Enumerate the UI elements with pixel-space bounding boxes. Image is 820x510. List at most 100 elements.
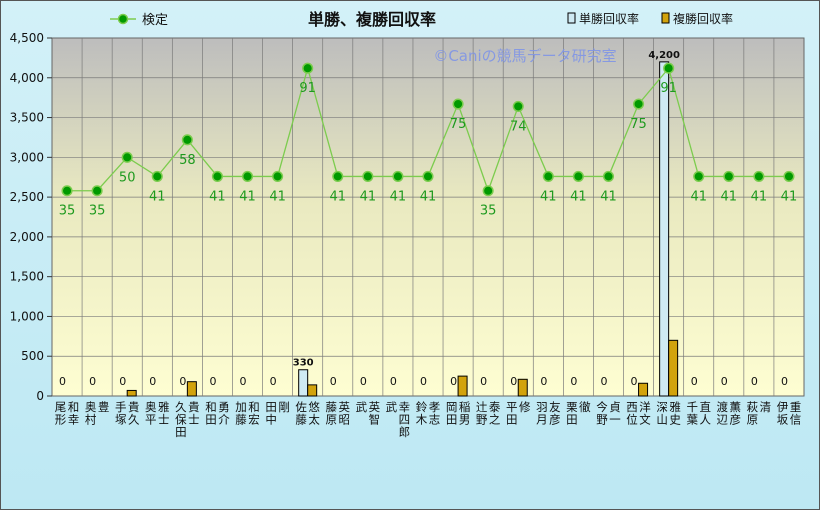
x-tick-char: 加	[235, 400, 247, 414]
test-value-label: 91	[660, 81, 677, 96]
x-tick-char: 介	[218, 413, 230, 427]
x-tick-char: 士	[188, 413, 200, 427]
test-point	[452, 98, 464, 110]
x-tick-char: 宏	[248, 413, 260, 427]
chart-title: 単勝、複勝回収率	[308, 10, 436, 29]
x-tick-char: 彦	[730, 413, 742, 427]
test-point	[753, 170, 765, 182]
x-tick-char: 剛	[278, 400, 290, 414]
place-rate-bar	[457, 375, 468, 397]
test-point	[783, 170, 795, 182]
x-tick-char: 武	[356, 400, 368, 414]
bar-value-label: 0	[89, 375, 96, 388]
line-layer: 35 35 50 41 58 41 41 41 91 41 41 41 41 75 35 74 41 41 41 75…	[59, 62, 797, 219]
x-tick-char: 洋	[639, 400, 651, 414]
x-tick-label: 奥村豊	[85, 400, 110, 427]
x-tick-char: 彦	[549, 413, 561, 427]
x-tick-char: 野	[476, 413, 488, 427]
test-point	[663, 62, 675, 74]
x-tick-label: 田中剛	[265, 400, 290, 427]
x-tick-char: 昭	[339, 413, 351, 427]
bar-value-label: 0	[570, 375, 577, 388]
x-tick-char: 郎	[399, 425, 411, 439]
test-value-label: 41	[570, 189, 587, 204]
test-value-label: 75	[450, 117, 467, 132]
legend-bar2-swatch	[661, 12, 670, 24]
x-tick-char: 手	[115, 400, 127, 414]
plot-area	[51, 37, 805, 397]
bar-value-label: 0	[270, 375, 277, 388]
x-tick-char: 渡	[717, 400, 729, 414]
test-value-label: 35	[89, 204, 106, 219]
x-tick-char: 田	[265, 400, 277, 414]
y-tick-label: 3,500	[10, 111, 44, 125]
test-point	[181, 134, 193, 146]
test-value-label: 74	[510, 119, 527, 134]
bar-value-label: 0	[420, 375, 427, 388]
x-tick-char: 智	[369, 413, 381, 427]
x-tick-char: 月	[536, 413, 548, 427]
x-tick-char: 孝	[429, 400, 441, 414]
x-tick-char: 田	[566, 413, 578, 427]
test-value-label: 41	[690, 189, 707, 204]
x-tick-char: 原	[326, 413, 338, 427]
x-tick-char: 勇	[218, 400, 230, 414]
x-tick-char: 雅	[158, 400, 170, 414]
x-tick-char: 岡	[446, 400, 458, 414]
y-tick-label: 2,000	[10, 230, 44, 244]
x-tick-char: 辻	[476, 400, 488, 414]
win-rate-bar	[659, 61, 670, 397]
x-tick-char: 稲	[459, 400, 471, 414]
bar-value-label: 0	[119, 375, 126, 388]
x-tick-char: 之	[489, 413, 501, 427]
x-tick-char: 英	[369, 400, 381, 414]
x-tick-char: 葉	[686, 413, 698, 427]
bar-layer	[126, 61, 679, 397]
bar-value-label: 0	[390, 375, 397, 388]
x-tick-char: 今	[596, 400, 608, 414]
x-tick-char: 奥	[85, 400, 97, 414]
test-point	[723, 170, 735, 182]
test-value-label: 41	[600, 189, 617, 204]
bar-label-layer: 0 0 0 0 0 0 0 0 330 0 0 0 0 0 0 0 0 0 0 0 4,200 0 0 0 0	[59, 50, 788, 388]
x-tick-char: 徹	[579, 400, 591, 414]
test-point	[91, 185, 103, 197]
test-value-label: 58	[179, 153, 196, 168]
x-tick-char: 田	[205, 413, 217, 427]
x-tick-char: 重	[790, 400, 802, 414]
test-point	[542, 170, 554, 182]
y-tick-label: 1,000	[10, 309, 44, 323]
x-tick-char: 友	[549, 400, 561, 414]
y-tick-label: 3,000	[10, 150, 44, 164]
bar-value-label: 0	[781, 375, 788, 388]
x-tick-char: 史	[669, 413, 681, 427]
x-tick-char: 羽	[536, 400, 548, 414]
x-tick-char: 塚	[115, 413, 127, 427]
x-tick-char: 清	[760, 400, 772, 414]
legend-bar1-swatch	[567, 12, 576, 24]
test-point	[241, 170, 254, 182]
x-tick-char: 野	[596, 413, 608, 427]
x-tick-char: 文	[639, 413, 651, 427]
legend-bar1-label: 単勝回収率	[579, 11, 639, 26]
bar-value-label: 0	[721, 375, 728, 388]
x-tick-char: 士	[158, 413, 170, 427]
bar-value-label: 0	[360, 375, 367, 388]
x-tick-char: 萩	[747, 400, 759, 414]
test-point	[512, 100, 524, 112]
watermark: ©Caniの競馬データ研究室	[433, 47, 616, 65]
x-tick-label: 平田修	[506, 400, 531, 427]
test-point	[151, 170, 163, 182]
win-rate-bar	[298, 369, 309, 397]
place-rate-bar	[126, 389, 137, 397]
